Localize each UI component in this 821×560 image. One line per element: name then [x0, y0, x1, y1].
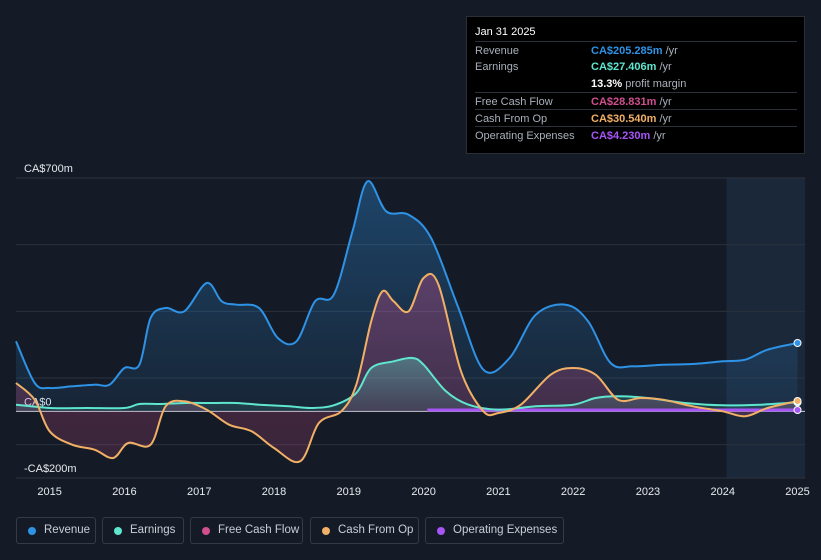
x-tick-label: 2015 [37, 486, 61, 498]
revenue-area [16, 181, 798, 412]
tooltip-label: Free Cash Flow [475, 96, 553, 108]
free-cash-flow-dot-icon [202, 527, 210, 535]
tooltip-value-revenue: CA$205.285m/yr [591, 45, 678, 57]
tooltip-label: Operating Expenses [475, 130, 575, 142]
operating-expenses-dot-icon [437, 527, 445, 535]
cash-from-op-dot-icon [322, 527, 330, 535]
tooltip-label: Earnings [475, 61, 519, 73]
tooltip-value-free-cash-flow: CA$28.831m/yr [591, 96, 672, 108]
y-tick-label: -CA$200m [24, 463, 77, 475]
tooltip-value-operating-expenses: CA$4.230m/yr [591, 130, 666, 142]
operating-expenses-end-point [793, 406, 802, 414]
legend-label: Earnings [130, 524, 176, 536]
cash-from-op-line [15, 272, 798, 464]
tooltip-row-revenue: Revenue CA$205.285m/yr [475, 41, 797, 59]
x-tick-label: 2019 [337, 486, 361, 498]
tooltip-row-operating-expenses: Operating Expenses CA$4.230m/yr [475, 126, 797, 144]
tooltip-label: Cash From Op [475, 113, 548, 125]
tooltip-date: Jan 31 2025 [475, 26, 536, 38]
legend-label: Cash From Op [338, 524, 414, 536]
legend-item-revenue[interactable]: Revenue [16, 517, 96, 544]
legend-label: Revenue [44, 524, 91, 536]
earnings-dot-icon [114, 527, 122, 535]
legend-item-cash-from-op[interactable]: Cash From Op [310, 517, 419, 544]
x-tick-label: 2024 [710, 486, 734, 498]
tooltip-value-earnings: CA$27.406m/yr [591, 61, 672, 73]
tooltip-profit-margin: 13.3% profit margin [591, 78, 687, 90]
x-tick-label: 2018 [262, 486, 286, 498]
cash-from-op-end-point [793, 397, 802, 405]
x-tick-label: 2025 [785, 486, 809, 498]
tooltip-row-cash-from-op: Cash From Op CA$30.540m/yr [475, 109, 797, 127]
x-tick-label: 2020 [411, 486, 435, 498]
tooltip-row-free-cash-flow: Free Cash Flow CA$28.831m/yr [475, 92, 797, 110]
legend-label: Free Cash Flow [218, 524, 300, 536]
legend-label: Operating Expenses [453, 524, 558, 536]
x-tick-label: 2021 [486, 486, 510, 498]
x-tick-label: 2022 [561, 486, 585, 498]
x-tick-label: 2016 [112, 486, 136, 498]
forecast-region [726, 178, 805, 478]
tooltip-value-cash-from-op: CA$30.540m/yr [591, 113, 672, 125]
legend-item-free-cash-flow[interactable]: Free Cash Flow [190, 517, 303, 544]
y-tick-label: CA$700m [24, 163, 73, 175]
tooltip-row-profit-margin: 13.3% profit margin [475, 75, 797, 92]
tooltip-label: Revenue [475, 45, 520, 57]
revenue-line [15, 180, 798, 390]
data-tooltip: Jan 31 2025 Revenue CA$205.285m/yr Earni… [466, 16, 805, 154]
revenue-end-point [793, 339, 802, 347]
revenue-dot-icon [28, 527, 36, 535]
legend-item-earnings[interactable]: Earnings [102, 517, 184, 544]
chart-area: CA$700mCA$0-CA$200m201520162017201820192… [15, 163, 810, 498]
x-tick-label: 2023 [636, 486, 660, 498]
tooltip-row-earnings: Earnings CA$27.406m/yr [475, 58, 797, 75]
earnings-line [15, 356, 798, 411]
legend-item-operating-expenses[interactable]: Operating Expenses [425, 517, 564, 544]
x-tick-label: 2017 [187, 486, 211, 498]
